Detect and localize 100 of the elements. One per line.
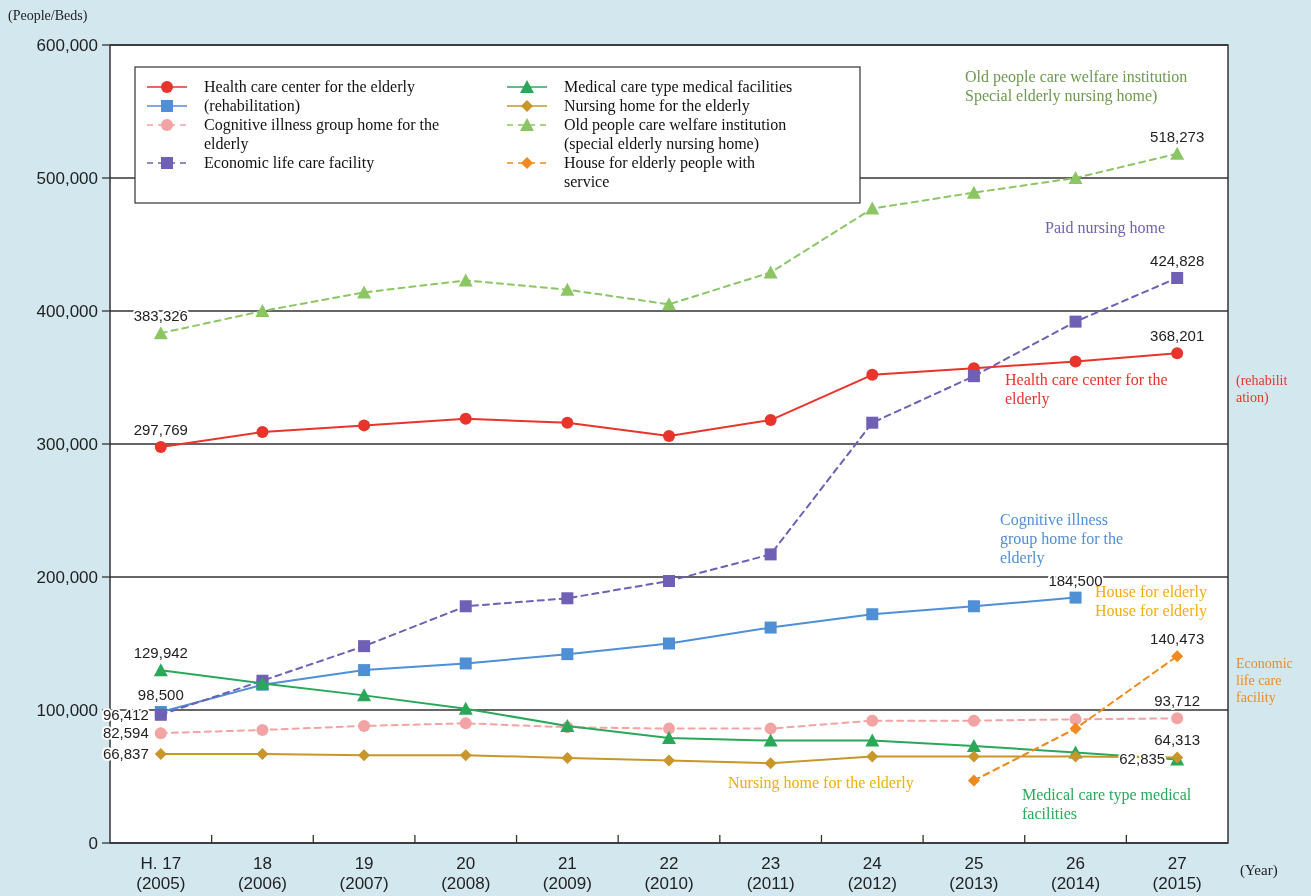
point bbox=[866, 416, 879, 429]
point bbox=[1171, 650, 1184, 663]
point bbox=[763, 265, 778, 279]
point bbox=[967, 750, 980, 763]
point bbox=[1069, 713, 1082, 726]
text: (rehabilit ation) bbox=[1236, 373, 1288, 406]
text: Economic life care facility bbox=[1236, 656, 1293, 705]
point bbox=[967, 600, 980, 613]
annotation: Medical care type medical facilities bbox=[1022, 786, 1192, 822]
point bbox=[663, 754, 675, 767]
data-label: 368,201 bbox=[1150, 327, 1205, 345]
point bbox=[865, 201, 880, 215]
point bbox=[1171, 271, 1184, 284]
x-tick-label: 25 (2013) bbox=[949, 854, 999, 893]
point bbox=[662, 297, 676, 311]
data-label: 140,473 bbox=[1150, 630, 1205, 648]
point bbox=[561, 648, 574, 661]
y-tick-label: 0 bbox=[88, 834, 98, 853]
point bbox=[866, 608, 879, 621]
point bbox=[458, 273, 473, 287]
x-tick-label: 18 (2006) bbox=[237, 854, 288, 893]
x-tick-label: 19 (2007) bbox=[339, 854, 389, 893]
point bbox=[663, 574, 675, 587]
y-tick-label: 100,000 bbox=[36, 701, 98, 720]
annotation: Old people care welfare institution Special elderly nursing home) bbox=[965, 68, 1188, 105]
point bbox=[966, 185, 981, 199]
annotation: Paid nursing home bbox=[1045, 219, 1165, 237]
legend-label: Cognitive illness group home for the elderly bbox=[204, 116, 440, 153]
x-tick-label: 27 (2015) bbox=[1152, 854, 1202, 893]
point bbox=[357, 688, 372, 702]
data-label: 129,942 bbox=[133, 644, 188, 662]
point bbox=[154, 440, 167, 453]
point bbox=[459, 749, 472, 762]
point bbox=[663, 637, 675, 650]
point bbox=[967, 774, 980, 787]
point bbox=[662, 730, 676, 744]
x-tick-label: 21 (2009) bbox=[542, 854, 592, 893]
data-label: 424,828 bbox=[1150, 251, 1205, 269]
x-tick-label: 22 (2010) bbox=[644, 854, 694, 893]
annotation: Health care center for the elderly bbox=[1005, 371, 1168, 408]
x-tick-label: 24 (2012) bbox=[847, 854, 897, 893]
point bbox=[153, 663, 168, 677]
x-tick-label: 20 (2008) bbox=[441, 854, 491, 893]
point bbox=[1069, 315, 1082, 328]
point bbox=[663, 722, 675, 735]
point bbox=[764, 414, 777, 427]
point bbox=[1069, 750, 1082, 763]
point bbox=[1069, 722, 1082, 735]
data-label: 518,273 bbox=[1150, 127, 1205, 145]
point bbox=[358, 419, 371, 432]
point bbox=[663, 430, 675, 443]
point bbox=[1171, 347, 1184, 360]
point bbox=[763, 733, 778, 747]
point bbox=[154, 727, 167, 740]
point bbox=[358, 719, 371, 732]
legend-label: Economic life care facility bbox=[204, 154, 375, 172]
point bbox=[255, 304, 270, 317]
point bbox=[560, 282, 575, 296]
point bbox=[358, 749, 371, 762]
legend-label: House for elderly people with service bbox=[564, 154, 756, 190]
point bbox=[865, 733, 880, 747]
point bbox=[256, 426, 269, 439]
annotation: Cognitive illness group home for the elderly bbox=[1000, 511, 1124, 567]
y-tick-label: 400,000 bbox=[36, 302, 98, 321]
point bbox=[967, 714, 980, 727]
annotation: Nursing home for the elderly bbox=[728, 774, 914, 792]
x-tick-label: 23 (2011) bbox=[746, 854, 795, 893]
legend-label: Nursing home for the elderly bbox=[564, 97, 750, 115]
legend-label: Health care center for the elderly bbox=[204, 78, 415, 96]
y-tick-label: 300,000 bbox=[36, 435, 98, 454]
point bbox=[967, 370, 980, 383]
legend-label: (rehabilitation) bbox=[204, 97, 300, 115]
point bbox=[1170, 146, 1185, 160]
point bbox=[1068, 171, 1083, 184]
point bbox=[154, 748, 167, 761]
point bbox=[357, 285, 372, 299]
point bbox=[459, 412, 472, 425]
point bbox=[256, 723, 269, 736]
point bbox=[866, 368, 879, 381]
y-tick-label: 500,000 bbox=[36, 169, 98, 188]
point bbox=[459, 717, 472, 730]
point bbox=[764, 621, 777, 634]
legend-label: Medical care type medical facilities bbox=[564, 78, 793, 96]
point bbox=[358, 664, 371, 677]
point bbox=[153, 326, 168, 340]
point bbox=[764, 722, 777, 735]
y-tick-label: 200,000 bbox=[36, 568, 98, 587]
point bbox=[966, 738, 981, 752]
data-label: 93,712 bbox=[1154, 692, 1201, 710]
point bbox=[458, 701, 473, 715]
point bbox=[1069, 591, 1082, 604]
point bbox=[561, 416, 574, 429]
legend-label: Old people care welfare institution (special elderly nursing home) bbox=[564, 116, 787, 153]
point bbox=[358, 640, 371, 653]
y-tick-label: 600,000 bbox=[36, 36, 98, 55]
x-axis-title: (Year) bbox=[1240, 862, 1278, 879]
x-tick-label: H. 17 (2005) bbox=[136, 854, 186, 893]
x-tick-label: 26 (2014) bbox=[1050, 854, 1101, 893]
point bbox=[1171, 712, 1184, 725]
point bbox=[459, 657, 472, 670]
